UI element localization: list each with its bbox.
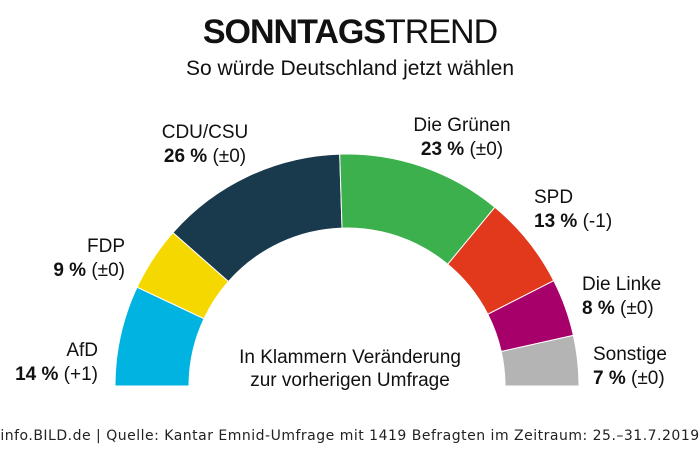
title-bold-part: SONNTAGS <box>202 13 386 51</box>
label-afd: AfD 14 % (+1) <box>15 339 98 387</box>
percent-afd: 14 % <box>15 364 59 385</box>
label-fdp: FDP 9 % (±0) <box>53 235 125 283</box>
percent-linke: 8 % <box>582 298 615 319</box>
percent-spd: 13 % <box>534 211 578 232</box>
change-fdp: (±0) <box>91 260 125 281</box>
label-gruene: Die Grünen 23 % (±0) <box>403 114 521 162</box>
segment-sonstige <box>500 334 580 387</box>
change-cdu-csu: (±0) <box>212 146 247 167</box>
percent-fdp: 9 % <box>53 260 87 281</box>
party-name-cdu-csu: CDU/CSU <box>161 122 249 143</box>
change-gruene: (±0) <box>469 139 504 160</box>
label-linke: Die Linke 8 % (±0) <box>582 273 661 321</box>
party-name-afd: AfD <box>66 340 98 361</box>
label-spd: SPD 13 % (-1) <box>534 186 612 234</box>
source-footer: info.BILD.de | Quelle: Kantar Emnid-Umfr… <box>0 428 700 444</box>
percent-sonstige: 7 % <box>593 368 626 389</box>
center-note-line1: In Klammern Veränderung <box>239 347 461 368</box>
percent-gruene: 23 % <box>420 139 465 160</box>
party-name-fdp: FDP <box>87 236 125 257</box>
change-afd: (+1) <box>63 364 98 385</box>
chart-subtitle: So würde Deutschland jetzt wählen <box>185 57 515 80</box>
party-name-sonstige: Sonstige <box>593 344 667 365</box>
party-name-spd: SPD <box>534 187 574 208</box>
change-sonstige: (±0) <box>631 368 665 389</box>
percent-cdu-csu: 26 % <box>163 146 208 167</box>
center-note: In Klammern Veränderung zur vorherigen U… <box>200 346 500 392</box>
label-cdu-csu: CDU/CSU 26 % (±0) <box>155 121 255 169</box>
center-note-line2: zur vorherigen Umfrage <box>250 370 450 391</box>
title-light-part: TREND <box>385 13 498 51</box>
party-name-gruene: Die Grünen <box>413 115 511 136</box>
chart-title: SONNTAGSTREND <box>0 12 700 52</box>
label-sonstige: Sonstige 7 % (±0) <box>593 343 667 391</box>
change-linke: (±0) <box>620 298 654 319</box>
change-spd: (-1) <box>582 211 613 232</box>
party-name-linke: Die Linke <box>582 274 662 295</box>
